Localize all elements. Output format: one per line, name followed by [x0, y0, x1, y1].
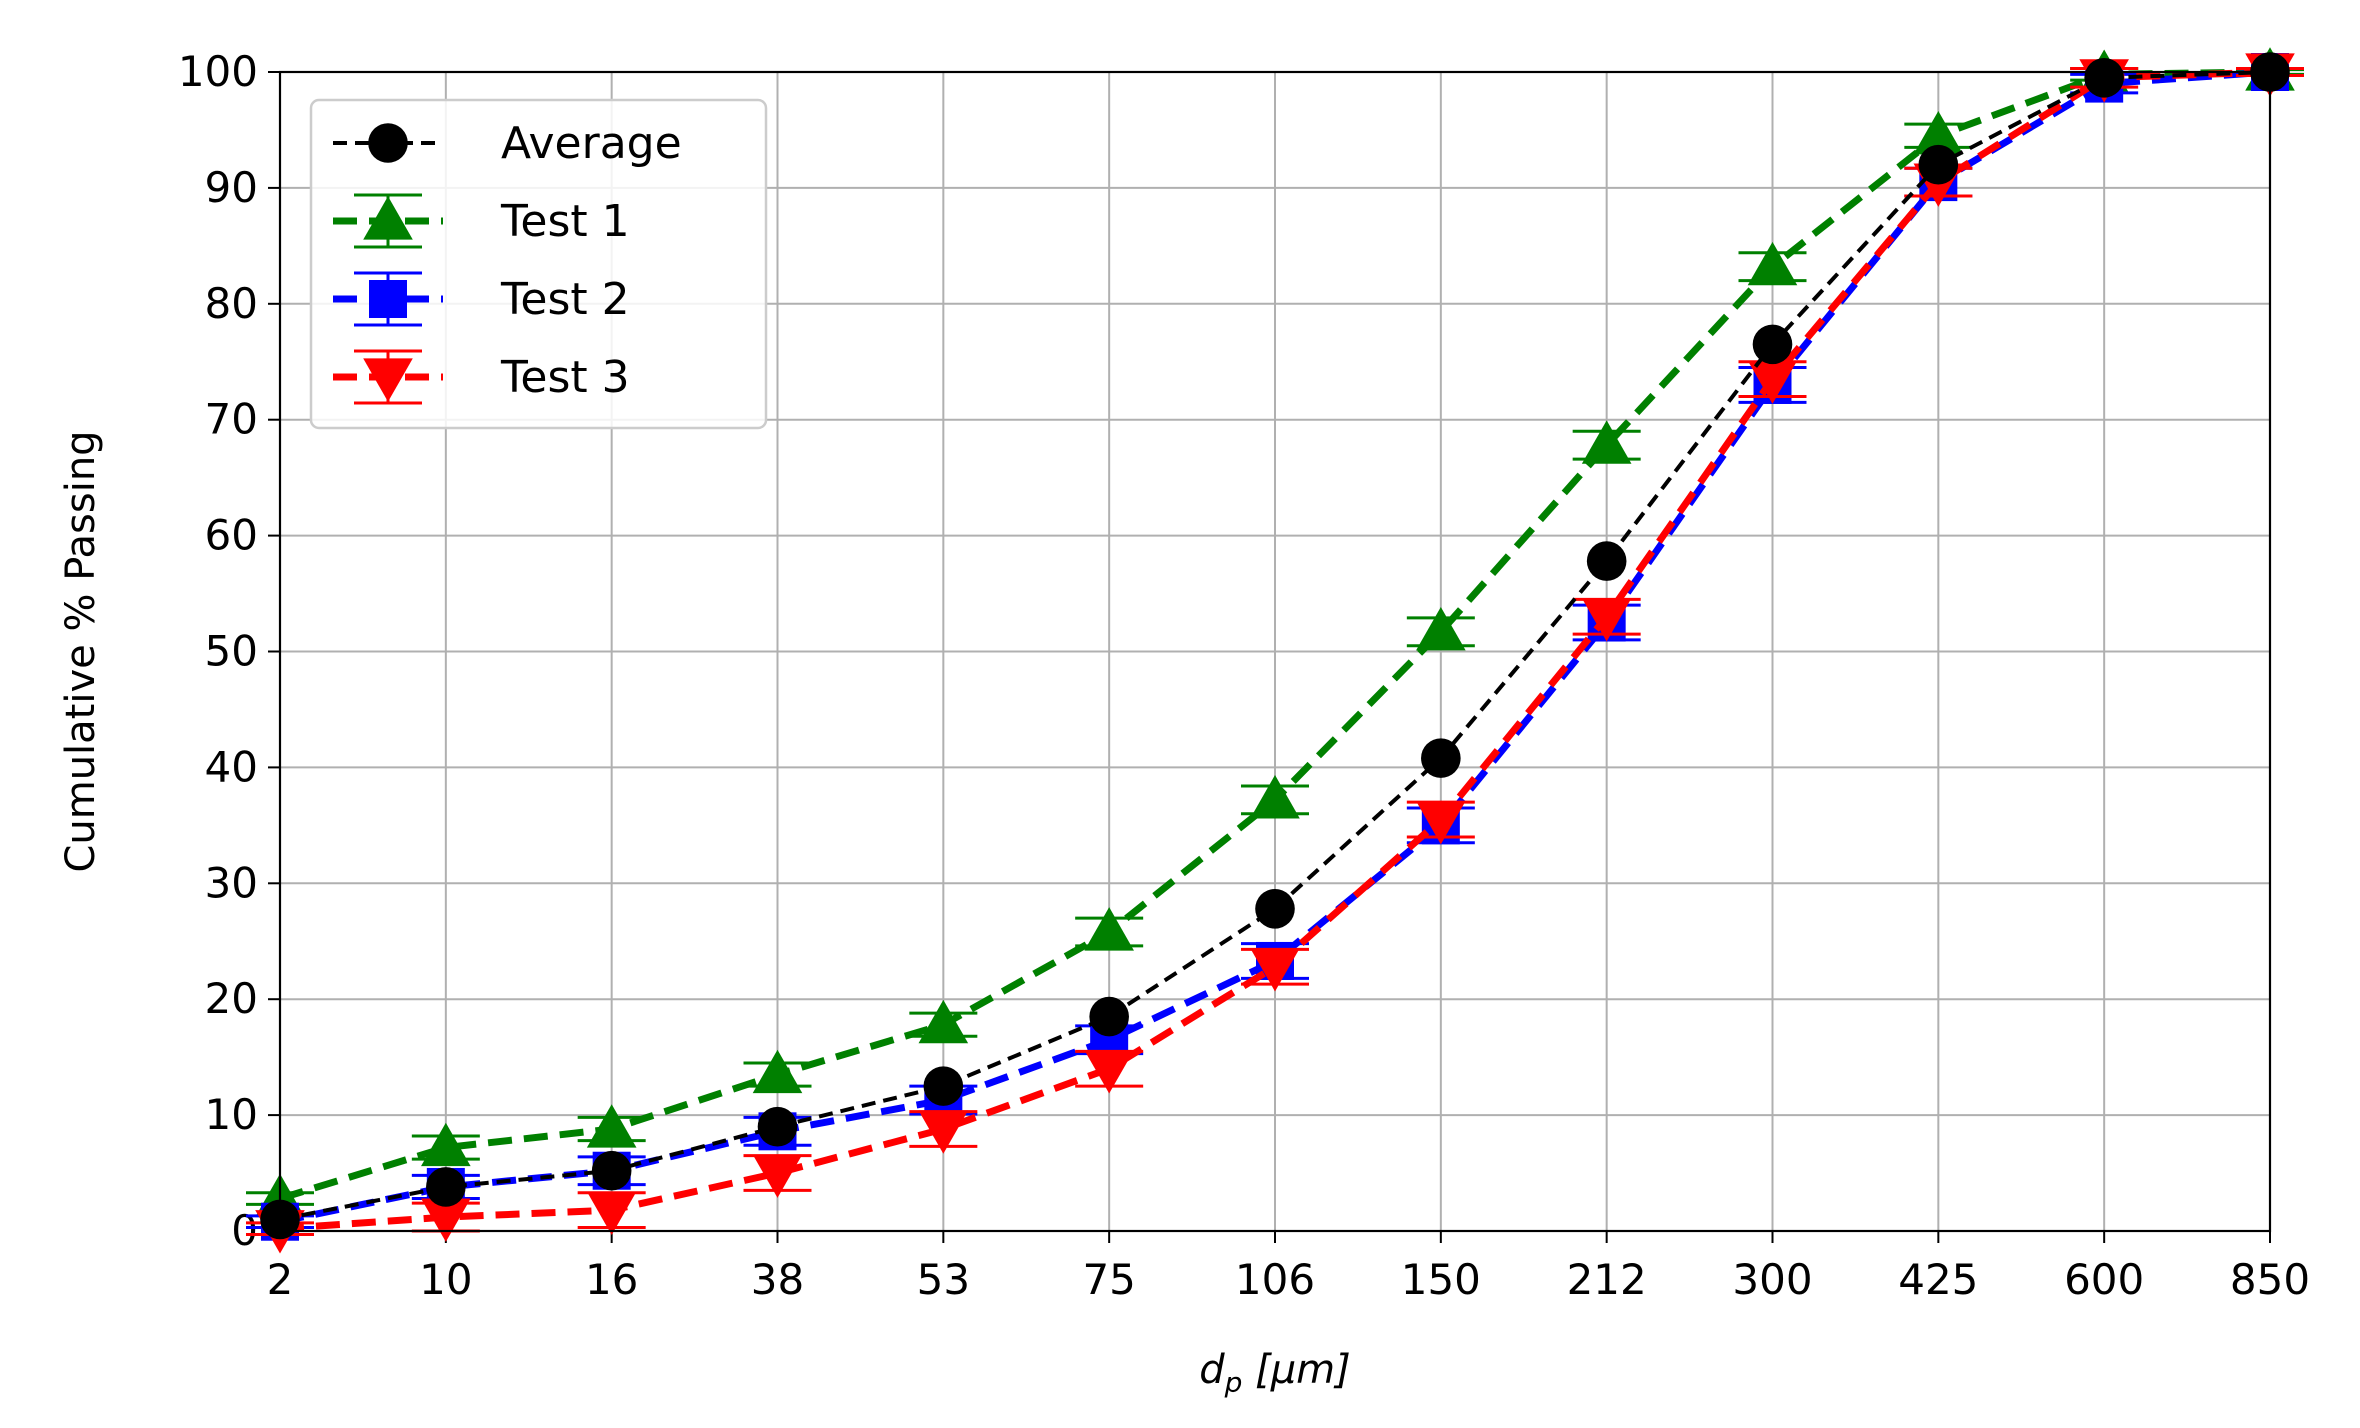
y-axis-ticks: 0 10 20 30 40 50 60 70 80 90 100: [178, 47, 280, 1255]
data-point: [757, 1106, 798, 1147]
y-tick-label: 90: [205, 163, 258, 212]
x-tick-label: 106: [1235, 1255, 1315, 1304]
data-point: [586, 1104, 637, 1148]
x-axis-label-units: [μm]: [1242, 1347, 1350, 1393]
data-point: [591, 1150, 632, 1191]
x-axis-label-subscript: p: [1224, 1366, 1243, 1399]
x-tick-label: 425: [1898, 1255, 1978, 1304]
data-point: [1416, 606, 1466, 651]
data-point: [1250, 775, 1300, 819]
legend-label: Test 3: [500, 352, 630, 403]
x-tick-label: 850: [2230, 1255, 2310, 1304]
y-tick-label: 70: [205, 395, 258, 444]
data-point: [1586, 541, 1627, 581]
data-point: [1084, 1050, 1134, 1094]
legend-marker: [368, 123, 408, 163]
data-point: [1918, 144, 1959, 185]
plot-frame: [278, 70, 2272, 1233]
y-tick-label: 30: [205, 858, 258, 907]
legend-label: Average: [501, 118, 682, 169]
data-point: [421, 1198, 471, 1242]
data-point: [1089, 996, 1129, 1037]
x-tick-label: 75: [1082, 1255, 1135, 1304]
data-point: [1913, 110, 1964, 155]
y-tick-label: 40: [205, 742, 258, 791]
data-point: [923, 1066, 964, 1106]
data-point: [1752, 324, 1793, 365]
x-tick-label: 53: [917, 1255, 970, 1304]
y-tick-label: 60: [205, 511, 258, 560]
series-average: [260, 52, 2290, 1240]
legend-item: Test 3: [333, 349, 630, 405]
legend-label: Test 1: [500, 196, 630, 247]
legend-label: Test 2: [500, 274, 630, 325]
data-point: [426, 1167, 466, 1207]
data-point: [752, 1154, 803, 1198]
x-tick-label: 600: [2064, 1255, 2144, 1304]
x-tick-label: 2: [267, 1255, 294, 1304]
x-tick-label: 38: [751, 1255, 804, 1304]
legend-item: Test 2: [333, 271, 630, 327]
y-tick-label: 10: [205, 1090, 258, 1139]
x-tick-label: 10: [419, 1255, 472, 1304]
data-point: [1581, 420, 1632, 464]
data-point: [1416, 800, 1466, 845]
data-point: [752, 1049, 803, 1094]
x-tick-label: 300: [1732, 1255, 1812, 1304]
x-axis-label-main: d: [1199, 1347, 1225, 1393]
x-tick-label: 212: [1567, 1255, 1647, 1304]
legend-item: Average: [333, 118, 682, 169]
x-tick-label: 150: [1401, 1255, 1481, 1304]
data-point: [1084, 907, 1134, 951]
data-point: [1747, 241, 1798, 286]
y-tick-label: 50: [205, 627, 258, 676]
x-axis-label: dp [μm]: [1199, 1347, 1351, 1399]
x-axis-ticks: 2 10 16 38 53 75 106 150 212 300 425 600 850: [267, 1231, 2310, 1304]
legend-item: Test 1: [333, 193, 630, 249]
y-tick-label: 80: [205, 279, 258, 328]
y-axis-label: Cumulative % Passing: [58, 430, 104, 872]
y-tick-label: 100: [178, 47, 258, 96]
x-tick-label: 16: [585, 1255, 638, 1304]
data-point: [586, 1191, 637, 1235]
data-point: [1250, 948, 1300, 992]
legend-marker: [363, 358, 413, 402]
data-point: [1747, 360, 1798, 404]
data-point: [1421, 738, 1461, 778]
data-point: [2084, 57, 2124, 98]
data-point: [421, 1122, 471, 1167]
legend: Average Test 1 Test 2 Test 3: [309, 98, 768, 430]
legend-marker: [369, 280, 407, 318]
data-point: [918, 999, 969, 1044]
legend-marker: [363, 196, 413, 240]
data-point: [1255, 888, 1295, 929]
data-point: [918, 1110, 969, 1154]
data-point: [1581, 598, 1632, 642]
y-tick-label: 20: [205, 974, 258, 1023]
legend-box: [309, 98, 768, 430]
y-tick-label: 0: [231, 1206, 258, 1255]
